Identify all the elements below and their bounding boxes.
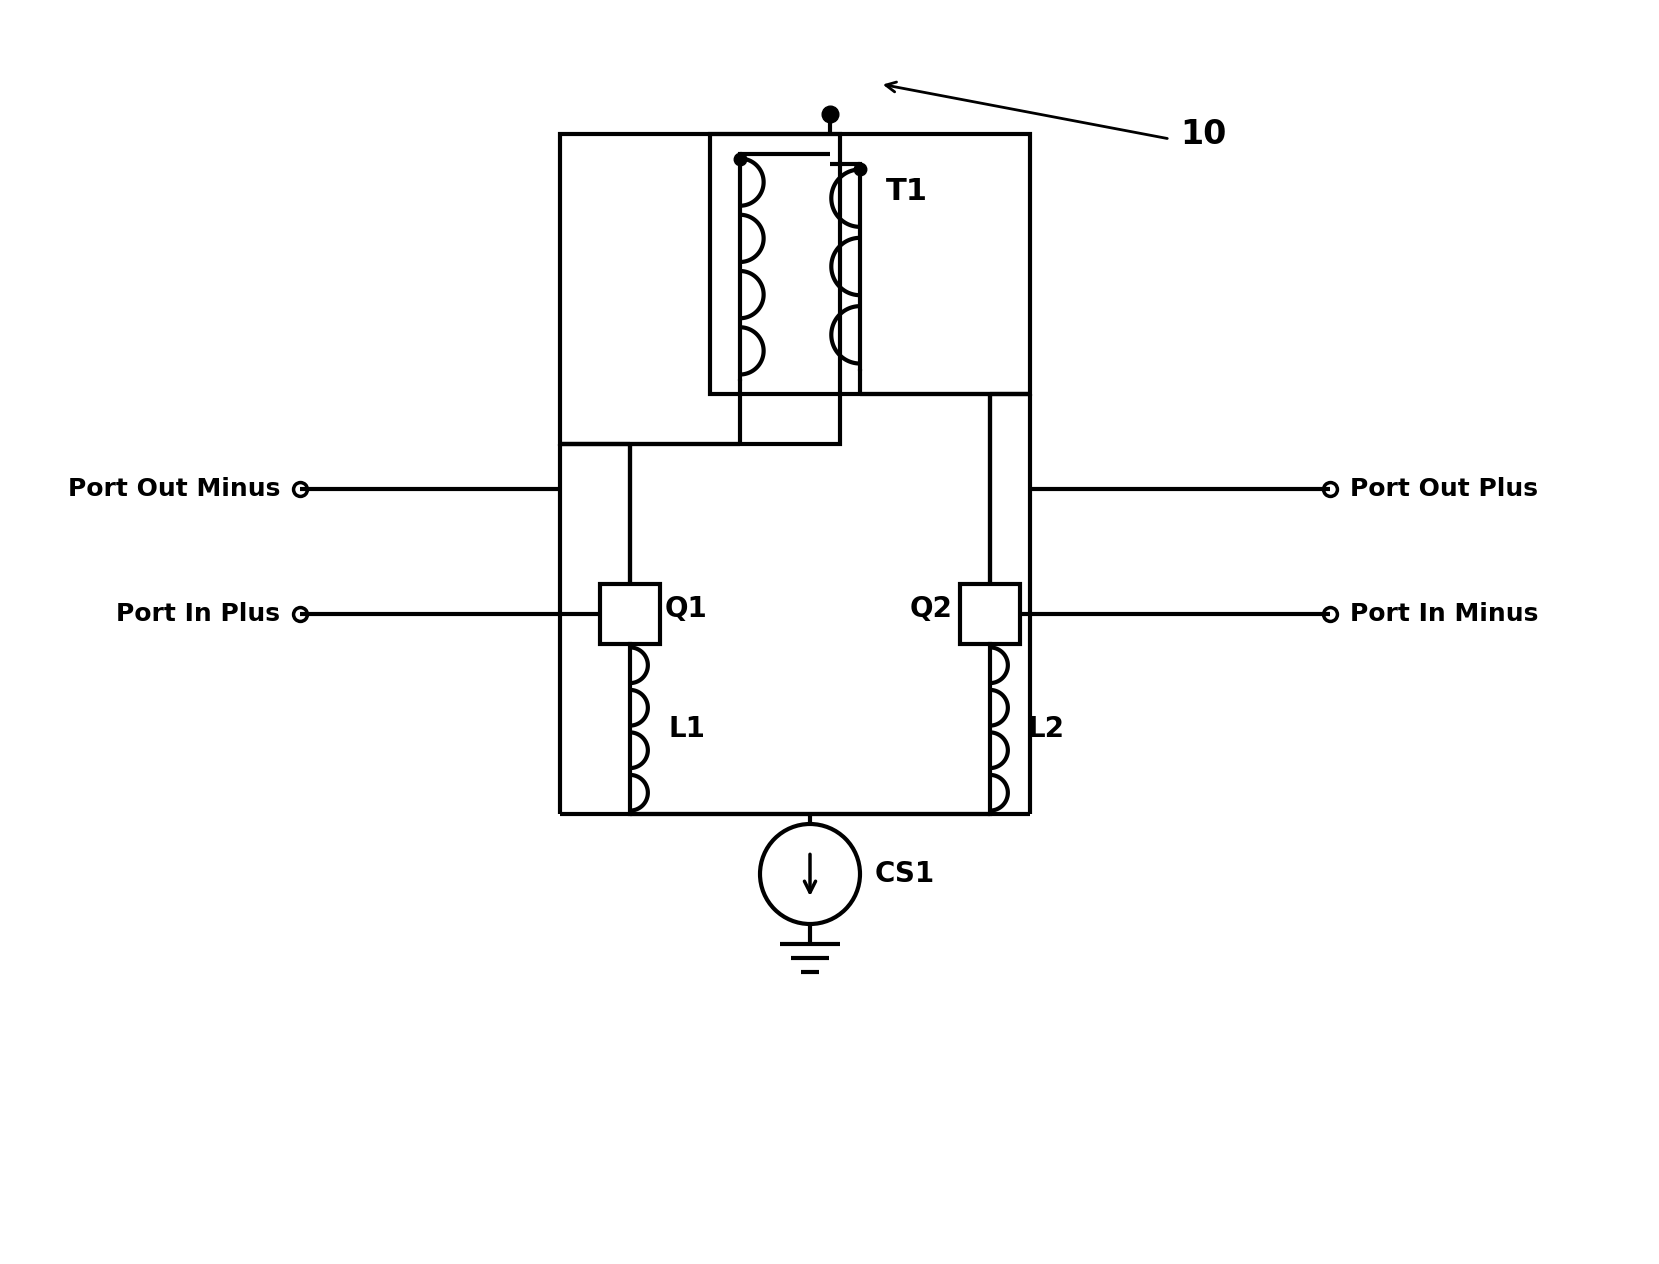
Text: L2: L2 xyxy=(1029,715,1065,743)
Text: Port In Plus: Port In Plus xyxy=(116,602,280,626)
Text: Port Out Plus: Port Out Plus xyxy=(1350,477,1538,501)
Text: Q2: Q2 xyxy=(909,595,952,623)
Bar xyxy=(961,584,1020,643)
Text: Port Out Minus: Port Out Minus xyxy=(68,477,280,501)
Bar xyxy=(601,584,660,643)
Text: L1: L1 xyxy=(669,715,705,743)
Text: Q1: Q1 xyxy=(665,595,708,623)
Text: 10: 10 xyxy=(1180,118,1226,150)
Text: T1: T1 xyxy=(886,177,927,206)
Bar xyxy=(710,134,1030,394)
Text: CS1: CS1 xyxy=(874,860,936,889)
Bar xyxy=(561,134,839,444)
Text: Port In Minus: Port In Minus xyxy=(1350,602,1538,626)
